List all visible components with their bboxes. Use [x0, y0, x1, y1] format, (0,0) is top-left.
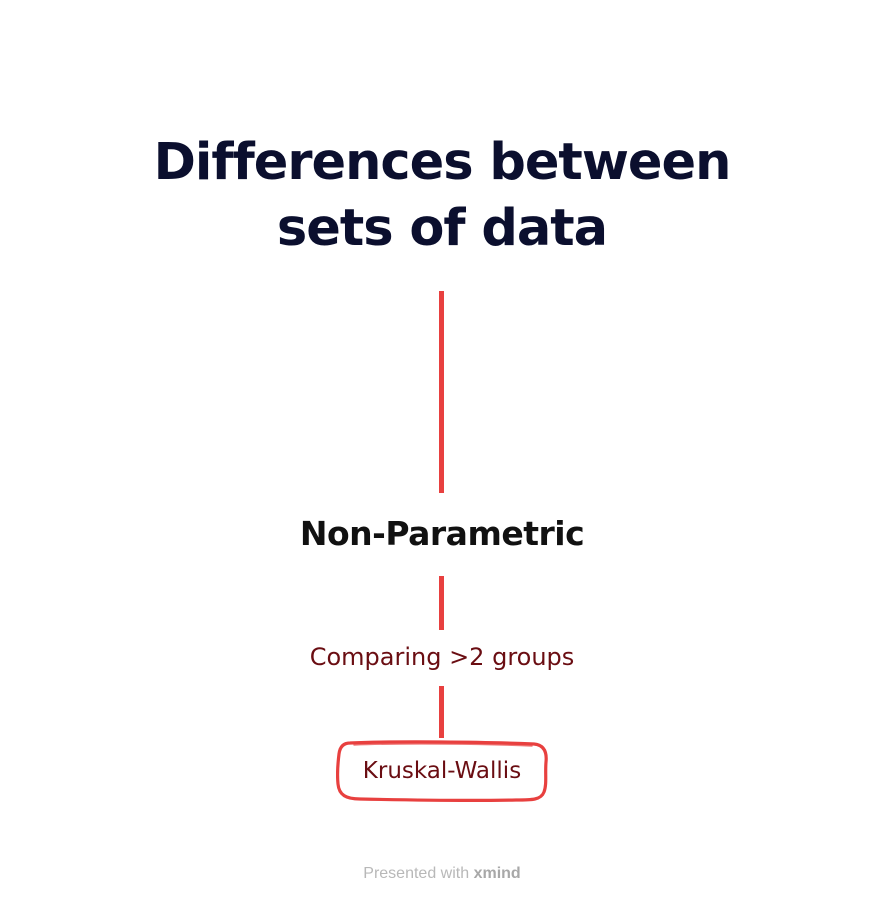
connector-branch-to-subtopic: [439, 576, 444, 630]
root-topic-line-1: Differences between: [153, 133, 732, 192]
xmind-logo: xmind: [473, 865, 521, 882]
root-topic[interactable]: Differences between sets of data: [120, 130, 764, 262]
footer-prefix: Presented with: [363, 865, 470, 882]
leaf-topic-label: Kruskal-Wallis: [362, 758, 522, 784]
branch-topic-non-parametric[interactable]: Non-Parametric: [299, 514, 585, 553]
connector-root-to-branch: [439, 291, 444, 493]
leaf-topic-kruskal-wallis[interactable]: Kruskal-Wallis: [336, 740, 548, 802]
footer-credit: Presented with xmind: [292, 862, 592, 886]
subtopic-comparing-groups[interactable]: Comparing >2 groups: [309, 643, 575, 671]
hand-drawn-border: [336, 740, 548, 802]
connector-subtopic-to-leaf: [439, 686, 444, 738]
root-topic-line-2: sets of data: [276, 199, 608, 258]
